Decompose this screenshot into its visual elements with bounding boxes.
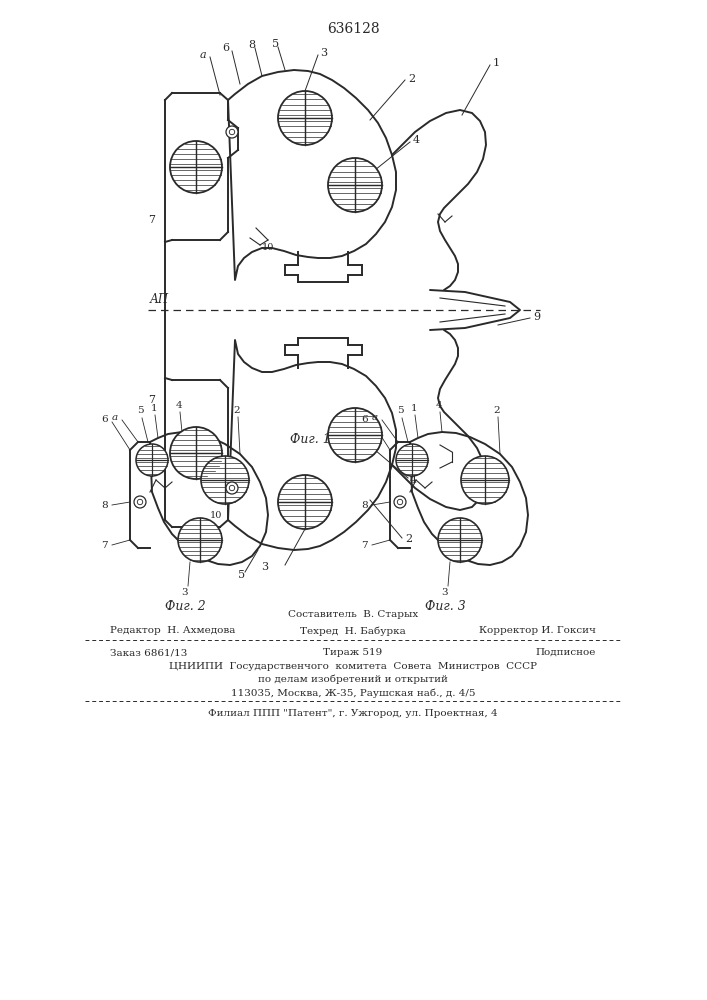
Text: 10: 10 bbox=[210, 511, 223, 520]
Text: Фиг. 1: Фиг. 1 bbox=[290, 433, 330, 446]
Text: 3: 3 bbox=[320, 48, 327, 58]
Text: 4: 4 bbox=[410, 475, 417, 485]
Text: 4: 4 bbox=[413, 135, 420, 145]
Circle shape bbox=[461, 456, 509, 504]
Text: 3: 3 bbox=[442, 588, 448, 597]
Text: 7: 7 bbox=[148, 215, 155, 225]
Circle shape bbox=[201, 456, 249, 504]
Circle shape bbox=[136, 444, 168, 476]
Text: Фиг. 3: Фиг. 3 bbox=[425, 600, 465, 613]
Circle shape bbox=[396, 444, 428, 476]
Text: 7: 7 bbox=[101, 540, 108, 550]
Text: a: a bbox=[112, 414, 118, 422]
Text: 7: 7 bbox=[361, 540, 368, 550]
Text: 636128: 636128 bbox=[327, 22, 380, 36]
Text: 9: 9 bbox=[533, 312, 540, 322]
Text: a: a bbox=[200, 50, 206, 60]
Text: Фиг. 2: Фиг. 2 bbox=[165, 600, 205, 613]
Text: 4: 4 bbox=[175, 401, 182, 410]
Text: 5: 5 bbox=[136, 406, 144, 415]
Text: АП: АП bbox=[150, 293, 169, 306]
Text: 8: 8 bbox=[101, 500, 108, 510]
Text: по делам изобретений и открытий: по делам изобретений и открытий bbox=[258, 675, 448, 684]
Circle shape bbox=[438, 518, 482, 562]
Circle shape bbox=[278, 91, 332, 145]
Circle shape bbox=[328, 408, 382, 462]
Text: 6: 6 bbox=[222, 43, 229, 53]
Text: 6: 6 bbox=[101, 416, 108, 424]
Circle shape bbox=[394, 496, 406, 508]
Circle shape bbox=[226, 482, 238, 494]
Circle shape bbox=[170, 427, 222, 479]
Text: 1: 1 bbox=[493, 58, 500, 68]
Text: 2: 2 bbox=[234, 406, 240, 415]
Text: 7: 7 bbox=[148, 395, 155, 405]
Text: 1: 1 bbox=[151, 404, 158, 413]
Text: Заказ 6861/13: Заказ 6861/13 bbox=[110, 648, 187, 657]
Text: Техред  Н. Бабурка: Техред Н. Бабурка bbox=[300, 626, 406, 636]
Text: Тираж 519: Тираж 519 bbox=[323, 648, 382, 657]
Text: 4: 4 bbox=[436, 401, 443, 410]
Circle shape bbox=[134, 496, 146, 508]
Text: Корректор И. Гоксич: Корректор И. Гоксич bbox=[479, 626, 596, 635]
Circle shape bbox=[328, 158, 382, 212]
Text: 6: 6 bbox=[361, 416, 368, 424]
Text: Составитель  В. Старых: Составитель В. Старых bbox=[288, 610, 418, 619]
Text: Редактор  Н. Ахмедова: Редактор Н. Ахмедова bbox=[110, 626, 235, 635]
Text: 5: 5 bbox=[272, 39, 279, 49]
Text: 3: 3 bbox=[182, 588, 188, 597]
Text: Филиал ППП "Патент", г. Ужгород, ул. Проектная, 4: Филиал ППП "Патент", г. Ужгород, ул. Про… bbox=[208, 709, 498, 718]
Circle shape bbox=[170, 141, 222, 193]
Text: 5: 5 bbox=[397, 406, 403, 415]
Text: 8: 8 bbox=[361, 500, 368, 510]
Text: Подписное: Подписное bbox=[536, 648, 596, 657]
Circle shape bbox=[278, 475, 332, 529]
Circle shape bbox=[226, 126, 238, 138]
Text: 2: 2 bbox=[405, 534, 412, 544]
Text: 2: 2 bbox=[408, 74, 415, 84]
Text: 5: 5 bbox=[238, 570, 245, 580]
Text: ЦНИИПИ  Государственчого  комитета  Совета  Министров  СССР: ЦНИИПИ Государственчого комитета Совета … bbox=[169, 662, 537, 671]
Text: 113035, Москва, Ж-35, Раушская наб., д. 4/5: 113035, Москва, Ж-35, Раушская наб., д. … bbox=[230, 688, 475, 698]
Text: 1: 1 bbox=[411, 404, 417, 413]
Text: 2: 2 bbox=[493, 406, 501, 415]
Text: a: a bbox=[372, 414, 378, 422]
Text: 3: 3 bbox=[261, 562, 268, 572]
Text: 10: 10 bbox=[262, 243, 274, 252]
Circle shape bbox=[178, 518, 222, 562]
Text: 8: 8 bbox=[248, 40, 255, 50]
